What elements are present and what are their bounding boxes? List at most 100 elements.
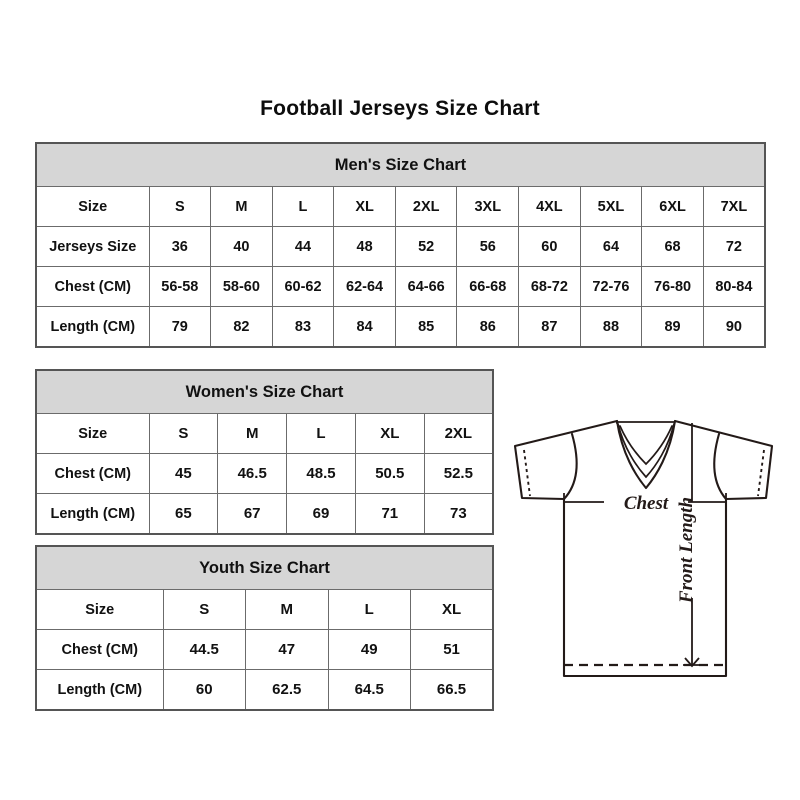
womens-row-0-label: Chest (CM) — [35, 453, 150, 494]
page-title: Football Jerseys Size Chart — [260, 97, 540, 120]
mens-row-1-value-2: 60-62 — [271, 266, 335, 307]
chest-measure-label: Chest — [624, 493, 669, 514]
mens-row-2-value-6: 87 — [518, 306, 581, 348]
womens-row-1-value-2: 69 — [286, 493, 356, 535]
womens-chart-caption: Women's Size Chart — [35, 369, 494, 414]
table-row: Size S M L XL — [35, 589, 495, 630]
jersey-left-armhole-seam — [562, 432, 578, 501]
youth-size-header-label: Size — [35, 589, 164, 630]
mens-row-2-value-4: 85 — [394, 306, 458, 348]
mens-size-col-8: 6XL — [641, 186, 704, 227]
jersey-vneck-band-inner — [619, 425, 673, 466]
table-caption-row: Women's Size Chart — [35, 369, 494, 414]
mens-row-0-label: Jerseys Size — [35, 226, 150, 267]
mens-chart-caption: Men's Size Chart — [35, 142, 766, 187]
jersey-right-armhole-seam — [713, 432, 728, 501]
womens-size-col-2: L — [286, 413, 356, 454]
mens-row-1-label: Chest (CM) — [35, 266, 150, 307]
mens-size-col-6: 4XL — [518, 186, 581, 227]
table-row: Jerseys Size 36 40 44 48 52 56 60 64 68 … — [35, 226, 766, 267]
youth-size-col-2: L — [327, 589, 411, 630]
youth-chart-caption: Youth Size Chart — [34, 545, 495, 590]
mens-row-2-label: Length (CM) — [35, 306, 150, 348]
womens-row-0-value-3: 50.5 — [354, 453, 425, 494]
youth-row-1-value-2: 64.5 — [327, 669, 411, 711]
mens-size-col-4: 2XL — [394, 186, 458, 227]
womens-size-col-4: 2XL — [423, 413, 494, 454]
front-length-arrow-bottom — [684, 657, 700, 668]
table-row: Length (CM) 79 82 83 84 85 86 87 88 89 9… — [35, 306, 766, 348]
womens-size-col-1: M — [217, 413, 288, 454]
youth-row-0-value-2: 49 — [327, 629, 411, 670]
table-row: Size S M L XL 2XL 3XL 4XL 5XL 6XL 7XL — [35, 186, 766, 227]
mens-row-0-value-7: 64 — [579, 226, 643, 267]
mens-size-col-9: 7XL — [702, 186, 766, 227]
jersey-vneck-band-outer — [617, 423, 675, 479]
front-length-measure-label: Front Length — [676, 497, 697, 604]
womens-row-0-value-1: 46.5 — [217, 453, 288, 494]
mens-size-col-7: 5XL — [579, 186, 643, 227]
mens-row-0-value-1: 40 — [210, 226, 273, 267]
mens-row-0-value-4: 52 — [394, 226, 458, 267]
mens-row-0-value-6: 60 — [518, 226, 581, 267]
mens-row-2-value-8: 89 — [641, 306, 704, 348]
jersey-left-sleeve-outline — [513, 419, 619, 501]
youth-size-col-3: XL — [410, 589, 495, 630]
mens-size-header-label: Size — [35, 186, 150, 227]
youth-row-1-label: Length (CM) — [35, 669, 164, 711]
youth-row-0-value-1: 47 — [245, 629, 329, 670]
table-row: Size S M L XL 2XL — [35, 413, 494, 454]
mens-row-2-value-7: 88 — [579, 306, 643, 348]
mens-row-0-value-9: 72 — [702, 226, 766, 267]
mens-size-col-0: S — [148, 186, 212, 227]
womens-row-1-value-3: 71 — [354, 493, 425, 535]
table-row: Length (CM) 60 62.5 64.5 66.5 — [35, 669, 495, 711]
mens-row-2-value-0: 79 — [148, 306, 212, 348]
womens-size-col-0: S — [148, 413, 219, 454]
youth-row-0-value-3: 51 — [410, 629, 495, 670]
mens-row-2-value-1: 82 — [210, 306, 273, 348]
jersey-measurement-diagram: Chest Front Length — [500, 392, 790, 692]
table-row: Chest (CM) 45 46.5 48.5 50.5 52.5 — [35, 453, 494, 494]
mens-row-2-value-5: 86 — [456, 306, 520, 348]
mens-row-1-value-1: 58-60 — [210, 266, 273, 307]
womens-row-1-value-1: 67 — [217, 493, 288, 535]
mens-size-chart-table: Men's Size Chart Size S M L XL 2XL 3XL 4… — [35, 142, 766, 348]
mens-row-2-value-3: 84 — [333, 306, 396, 348]
womens-row-1-label: Length (CM) — [35, 493, 150, 535]
youth-size-col-0: S — [162, 589, 246, 630]
mens-row-1-value-6: 68-72 — [518, 266, 581, 307]
table-row: Chest (CM) 44.5 47 49 51 — [35, 629, 495, 670]
womens-row-0-value-4: 52.5 — [423, 453, 494, 494]
mens-row-1-value-0: 56-58 — [148, 266, 212, 307]
mens-row-0-value-8: 68 — [641, 226, 704, 267]
youth-row-0-value-0: 44.5 — [162, 629, 246, 670]
jersey-right-sleeve-hem-stitch — [757, 449, 765, 497]
jersey-torso-outline — [562, 497, 728, 678]
mens-row-1-value-3: 62-64 — [333, 266, 396, 307]
womens-size-col-3: XL — [354, 413, 425, 454]
mens-row-1-value-7: 72-76 — [579, 266, 643, 307]
table-row: Length (CM) 65 67 69 71 73 — [35, 493, 494, 535]
youth-row-0-label: Chest (CM) — [35, 629, 164, 670]
youth-row-1-value-0: 60 — [162, 669, 246, 711]
mens-row-0-value-5: 56 — [456, 226, 520, 267]
mens-size-col-1: M — [210, 186, 273, 227]
jersey-right-sleeve-outline — [673, 419, 774, 501]
youth-row-1-value-1: 62.5 — [245, 669, 329, 711]
youth-size-col-1: M — [245, 589, 329, 630]
mens-row-1-value-5: 66-68 — [456, 266, 520, 307]
womens-row-0-value-2: 48.5 — [286, 453, 356, 494]
youth-size-chart-table: Youth Size Chart Size S M L XL Chest (CM… — [34, 545, 495, 711]
jersey-vneck-outer — [615, 419, 677, 490]
mens-row-1-value-8: 76-80 — [641, 266, 704, 307]
womens-size-chart-table: Women's Size Chart Size S M L XL 2XL Che… — [35, 369, 494, 535]
mens-size-col-3: XL — [333, 186, 396, 227]
womens-row-1-value-4: 73 — [423, 493, 494, 535]
jersey-left-sleeve-hem-stitch — [523, 449, 531, 497]
table-caption-row: Youth Size Chart — [34, 545, 495, 590]
mens-row-1-value-9: 80-84 — [702, 266, 766, 307]
mens-size-col-2: L — [271, 186, 335, 227]
mens-row-0-value-3: 48 — [333, 226, 396, 267]
mens-row-2-value-9: 90 — [702, 306, 766, 348]
